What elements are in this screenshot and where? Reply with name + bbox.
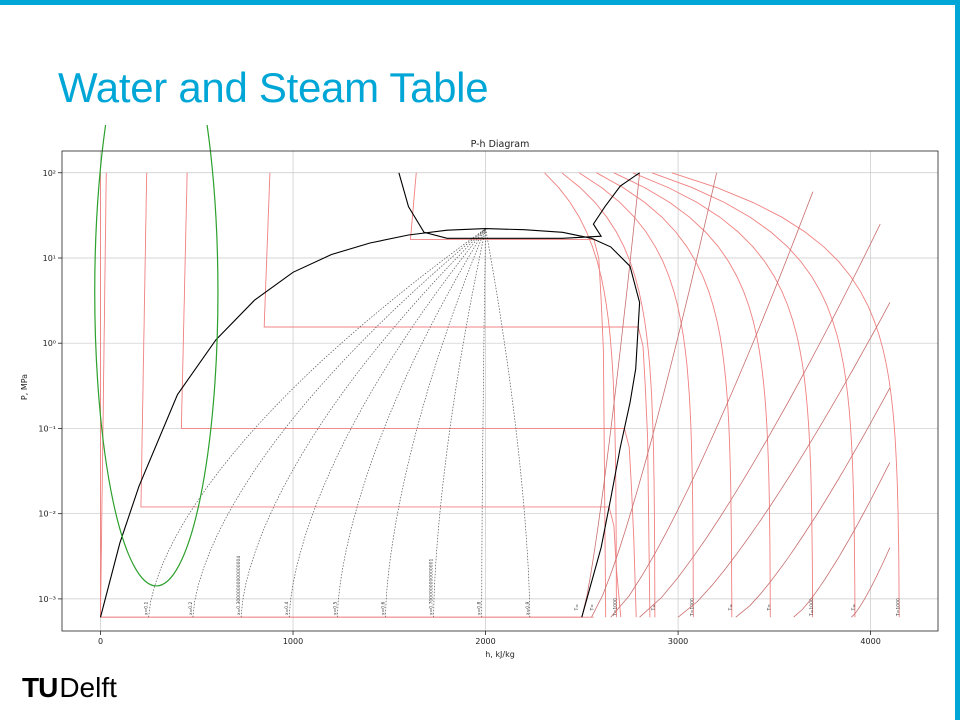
isotherm-label: T=1000 <box>809 598 815 617</box>
isotherm-line <box>651 172 856 618</box>
isotherm-line <box>632 172 814 618</box>
quality-label: x=0.2 <box>188 601 194 615</box>
y-axis-label: P, MPa <box>20 374 29 400</box>
isentrope-line <box>639 223 881 618</box>
isotherm-label: T=1000 <box>690 598 696 617</box>
x-tick-label: 2000 <box>475 637 495 646</box>
x-tick-label: 4000 <box>860 637 880 646</box>
x-tick-label: 0 <box>98 637 103 646</box>
quality-line <box>288 228 486 618</box>
critical-isotherm <box>398 172 640 239</box>
isentrope-line <box>581 172 640 618</box>
y-tick-label: 10² <box>43 169 56 178</box>
isotherm-line <box>578 172 694 618</box>
y-tick-label: 10⁻³ <box>38 595 56 604</box>
quality-line <box>485 228 531 618</box>
quality-label: x=0.7000000000000001 <box>429 559 435 616</box>
quality-line <box>385 228 486 618</box>
quality-line <box>148 228 486 618</box>
isentrope-line <box>591 172 717 618</box>
x-tick-label: 3000 <box>668 637 688 646</box>
quality-line <box>192 228 486 618</box>
isentrope-line <box>677 302 891 618</box>
quality-label: x=0.30000000000000004 <box>236 556 242 616</box>
highlight-ellipse <box>94 125 219 587</box>
isotherm-label: T= <box>767 604 773 612</box>
x-axis-label: h, kJ/kg <box>485 650 515 659</box>
plot-frame <box>61 150 939 632</box>
quality-line <box>433 228 486 618</box>
isotherm-line <box>561 172 656 618</box>
isotherm-line <box>263 172 651 618</box>
isotherm-label: T= <box>728 604 734 612</box>
quality-line <box>336 228 486 618</box>
ph-chart-svg: T= T= T=1000 T= T=1000 T= T= T=1000 T= T=1000 x=0.… <box>20 125 939 659</box>
y-tick-label: 10¹ <box>43 254 56 263</box>
quality-label: x=0.1 <box>144 601 150 615</box>
axes-layer: 0 1000 2000 3000 4000 10⁻³ 10⁻² 10⁻¹ 10⁰ 10¹ 10² <box>38 150 939 646</box>
logo-mark: TU <box>22 672 58 703</box>
quality-label: x=0.4 <box>284 601 290 615</box>
isotherm-line <box>596 172 733 618</box>
isentrope-line <box>610 191 814 618</box>
isotherm-line <box>100 172 594 618</box>
slide-title: Water and Steam Table <box>58 64 489 111</box>
x-tick-label: 1000 <box>283 637 303 646</box>
data-layer: T= T= T=1000 T= T=1000 T= T= T=1000 T= T=1000 x=0.… <box>94 125 902 618</box>
y-tick-label: 10⁻¹ <box>38 424 56 433</box>
isentrope-line <box>735 387 891 618</box>
isotherm-line <box>613 172 771 618</box>
slide-top-border <box>0 0 960 5</box>
isotherm-line <box>671 172 900 618</box>
tudelft-logo: TU Delft <box>22 672 117 704</box>
y-tick-label: 10⁰ <box>43 339 56 348</box>
quality-line <box>481 228 486 618</box>
isotherm-label: T= <box>651 604 657 612</box>
y-tick-label: 10⁻² <box>38 510 56 519</box>
isentrope-line <box>851 547 891 618</box>
ph-diagram: T= T= T=1000 T= T=1000 T= T= T=1000 T= T=1000 x=0.… <box>0 125 960 670</box>
isotherm-label: T=1000 <box>896 598 902 617</box>
isotherm-line <box>544 172 617 618</box>
isotherm-label: T= <box>851 604 857 612</box>
quality-label: x=0.8 <box>477 601 483 615</box>
isotherm-line <box>140 172 622 618</box>
isotherm-line <box>410 172 607 618</box>
isotherm-label: T= <box>589 604 595 612</box>
quality-line <box>240 228 486 618</box>
isotherm-label: T=1000 <box>613 598 619 617</box>
slide-right-border <box>955 0 960 720</box>
grid-layer <box>62 151 938 631</box>
saturation-dome <box>99 228 641 618</box>
quality-label: x=0.6 <box>380 601 386 615</box>
isotherm-label: T= <box>574 604 580 612</box>
chart-title: P-h Diagram <box>471 139 530 150</box>
quality-label: x=0.5 <box>332 601 338 615</box>
isentrope-line <box>793 462 891 618</box>
logo-word: Delft <box>59 672 117 703</box>
quality-label: x=0.9 <box>525 601 531 615</box>
